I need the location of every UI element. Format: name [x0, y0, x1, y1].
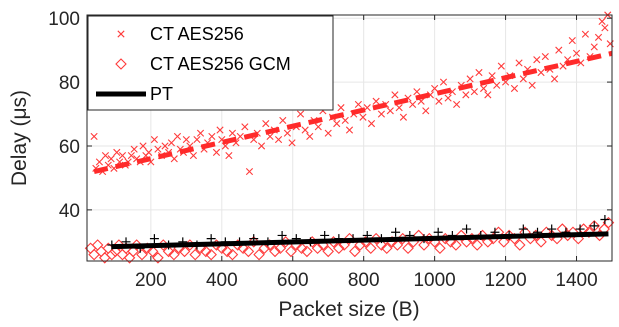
x-axis-label: Packet size (B) [278, 298, 419, 321]
x-tick-label: 1400 [555, 270, 597, 291]
x-tick-label: 1000 [413, 270, 455, 291]
y-tick-label: 60 [59, 137, 80, 158]
legend: CT AES256 CT AES256 GCM PT [88, 16, 333, 110]
x-tick-label: 600 [277, 270, 309, 291]
y-tick-label: 40 [59, 201, 80, 222]
y-tick-label: 80 [59, 73, 80, 94]
y-axis-label: Delay (μs) [8, 90, 31, 186]
legend-label-ct-aes256: CT AES256 [150, 24, 244, 44]
legend-label-ct-aes256-gcm: CT AES256 GCM [150, 54, 291, 74]
x-tick-label: 1200 [484, 270, 526, 291]
x-tick-label: 400 [206, 270, 238, 291]
x-tick-label: 200 [135, 270, 167, 291]
y-tick-label: 100 [48, 9, 80, 30]
x-tick-label: 800 [348, 270, 380, 291]
legend-label-pt: PT [150, 84, 173, 104]
